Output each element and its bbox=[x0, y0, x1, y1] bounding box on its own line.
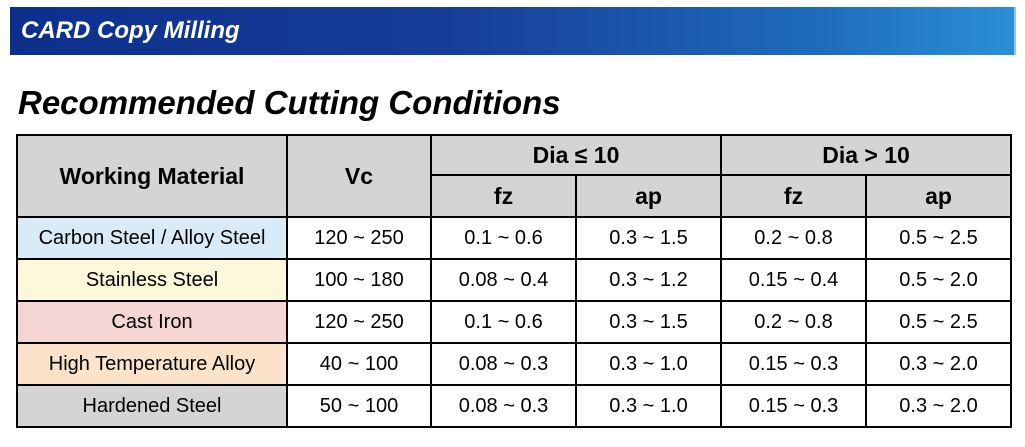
section-title: Recommended Cutting Conditions bbox=[18, 84, 561, 121]
header-large-fz: fz bbox=[720, 174, 867, 218]
material-cell: Cast Iron bbox=[16, 300, 288, 344]
large-fz-cell: 0.15 ~ 0.4 bbox=[720, 258, 867, 302]
large-fz-cell: 0.2 ~ 0.8 bbox=[720, 300, 867, 344]
vc-cell: 100 ~ 180 bbox=[286, 258, 432, 302]
small-fz-cell: 0.08 ~ 0.3 bbox=[430, 384, 577, 428]
header-large-ap: ap bbox=[865, 174, 1012, 218]
table-row: Stainless Steel 100 ~ 180 0.08 ~ 0.4 0.3… bbox=[16, 258, 1012, 302]
header-dia-small: Dia ≤ 10 bbox=[430, 134, 722, 176]
table-row: Carbon Steel / Alloy Steel 120 ~ 250 0.1… bbox=[16, 216, 1012, 260]
small-ap-cell: 0.3 ~ 1.5 bbox=[575, 216, 722, 260]
small-fz-cell: 0.08 ~ 0.3 bbox=[430, 342, 577, 386]
small-fz-cell: 0.1 ~ 0.6 bbox=[430, 300, 577, 344]
header-working-material: Working Material bbox=[16, 134, 288, 218]
large-ap-cell: 0.5 ~ 2.0 bbox=[865, 258, 1012, 302]
large-fz-cell: 0.15 ~ 0.3 bbox=[720, 384, 867, 428]
table-subheader-row: fz ap fz ap bbox=[17, 174, 1012, 218]
header-small-ap: ap bbox=[575, 174, 722, 218]
table-row: High Temperature Alloy 40 ~ 100 0.08 ~ 0… bbox=[16, 342, 1012, 386]
table-row: Cast Iron 120 ~ 250 0.1 ~ 0.6 0.3 ~ 1.5 … bbox=[16, 300, 1012, 344]
small-ap-cell: 0.3 ~ 1.5 bbox=[575, 300, 722, 344]
small-fz-cell: 0.08 ~ 0.4 bbox=[430, 258, 577, 302]
material-cell: Carbon Steel / Alloy Steel bbox=[16, 216, 288, 260]
table-header-row: Working Material Vc Dia ≤ 10 Dia > 10 bbox=[16, 134, 1012, 218]
header-small-fz: fz bbox=[430, 174, 577, 218]
table-row: Hardened Steel 50 ~ 100 0.08 ~ 0.3 0.3 ~… bbox=[16, 384, 1012, 428]
vc-cell: 40 ~ 100 bbox=[286, 342, 432, 386]
material-cell: Stainless Steel bbox=[16, 258, 288, 302]
small-fz-cell: 0.1 ~ 0.6 bbox=[430, 216, 577, 260]
header-dia-large: Dia > 10 bbox=[720, 134, 1012, 176]
vc-cell: 50 ~ 100 bbox=[286, 384, 432, 428]
large-fz-cell: 0.15 ~ 0.3 bbox=[720, 342, 867, 386]
vc-cell: 120 ~ 250 bbox=[286, 300, 432, 344]
vc-cell: 120 ~ 250 bbox=[286, 216, 432, 260]
material-cell: Hardened Steel bbox=[16, 384, 288, 428]
banner-title: CARD Copy Milling bbox=[21, 17, 240, 44]
header-banner: CARD Copy Milling bbox=[10, 7, 1016, 55]
header-vc: Vc bbox=[286, 134, 432, 218]
large-ap-cell: 0.3 ~ 2.0 bbox=[865, 342, 1012, 386]
small-ap-cell: 0.3 ~ 1.0 bbox=[575, 384, 722, 428]
large-ap-cell: 0.5 ~ 2.5 bbox=[865, 216, 1012, 260]
large-fz-cell: 0.2 ~ 0.8 bbox=[720, 216, 867, 260]
large-ap-cell: 0.3 ~ 2.0 bbox=[865, 384, 1012, 428]
small-ap-cell: 0.3 ~ 1.2 bbox=[575, 258, 722, 302]
small-ap-cell: 0.3 ~ 1.0 bbox=[575, 342, 722, 386]
material-cell: High Temperature Alloy bbox=[16, 342, 288, 386]
cutting-conditions-table: Working Material Vc Dia ≤ 10 Dia > 10 fz… bbox=[16, 134, 1012, 428]
large-ap-cell: 0.5 ~ 2.5 bbox=[865, 300, 1012, 344]
